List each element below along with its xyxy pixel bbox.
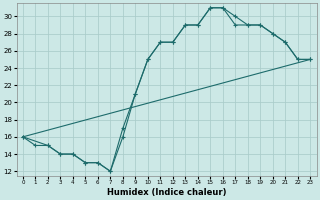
X-axis label: Humidex (Indice chaleur): Humidex (Indice chaleur)	[107, 188, 226, 197]
